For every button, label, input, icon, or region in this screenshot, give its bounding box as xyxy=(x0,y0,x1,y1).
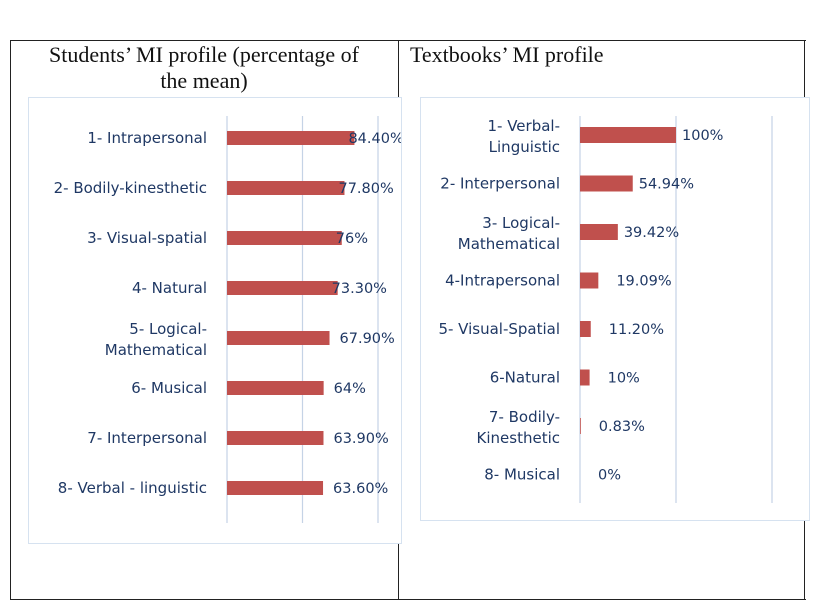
category-label: 7- Interpersonal xyxy=(87,429,207,447)
bar xyxy=(580,369,590,386)
category-label-line: 7- Bodily- xyxy=(489,408,560,426)
category-label: 8- Verbal - linguistic xyxy=(58,479,207,497)
bar xyxy=(227,381,324,395)
category-label-line: Kinesthetic xyxy=(477,429,560,447)
table-top-border xyxy=(10,40,806,41)
category-label-line: 4- Natural xyxy=(132,279,207,297)
data-label: 10% xyxy=(608,371,640,387)
category-label: 7- Bodily- Kinesthetic xyxy=(477,408,560,447)
category-label-line: 8- Musical xyxy=(484,466,560,484)
category-label-line: 3- Visual-spatial xyxy=(87,229,207,247)
students-chart-panel: 1- Intrapersonal 84.40% 2- Bodily-kinesthe… xyxy=(28,97,404,544)
bar xyxy=(580,175,633,192)
category-label: 5- Visual-Spatial xyxy=(438,320,560,338)
data-label: 0% xyxy=(598,468,621,484)
data-label: 84.40% xyxy=(348,131,401,147)
category-label: 4-Intrapersonal xyxy=(445,272,560,290)
data-label: 77.80% xyxy=(338,181,393,197)
data-label: 0.83% xyxy=(599,419,645,435)
students-mi-chart: 1- Intrapersonal 84.40% 2- Bodily-kinesthe… xyxy=(54,116,404,523)
bar xyxy=(227,181,345,195)
textbooks-chart-panel: 1- Verbal- Linguistic 100% 2- Interpersonal… xyxy=(420,97,810,521)
bar xyxy=(580,127,676,143)
right-column-title: Textbooks’ MI profile xyxy=(410,42,604,67)
category-label-line: 7- Interpersonal xyxy=(87,429,207,447)
category-label-line: Mathematical xyxy=(105,341,207,359)
data-label: 64% xyxy=(334,381,366,397)
category-label-line: 2- Bodily-kinesthetic xyxy=(54,179,207,197)
bar xyxy=(227,481,324,495)
data-label: 73.30% xyxy=(332,281,387,297)
category-label: 6-Natural xyxy=(490,369,560,387)
bar xyxy=(580,272,599,289)
bar xyxy=(580,321,591,337)
category-label: 4- Natural xyxy=(132,279,207,297)
category-label-line: 5- Logical- xyxy=(129,320,207,338)
bar xyxy=(580,418,581,434)
textbooks-mi-chart: 1- Verbal- Linguistic 100% 2- Interpersonal… xyxy=(438,116,773,503)
left-title-line-2: the mean) xyxy=(160,68,248,93)
category-label: 3- Visual-spatial xyxy=(87,229,207,247)
category-label-line: 1- Intrapersonal xyxy=(87,129,207,147)
data-label: 67.90% xyxy=(340,331,395,347)
category-label-line: Linguistic xyxy=(489,138,560,156)
category-label-line: 4-Intrapersonal xyxy=(445,272,560,290)
category-label: 5- Logical- Mathematical xyxy=(105,320,207,359)
category-label-line: Mathematical xyxy=(458,235,560,253)
category-label-line: 5- Visual-Spatial xyxy=(438,320,560,338)
category-label: 3- Logical- Mathematical xyxy=(458,214,560,253)
left-column-title: Students’ MI profile (percentage of the … xyxy=(12,42,396,94)
category-label: 2- Interpersonal xyxy=(440,175,560,193)
bar xyxy=(227,331,330,345)
category-label-line: 6- Musical xyxy=(131,379,207,397)
category-label: 1- Verbal- Linguistic xyxy=(487,117,560,156)
category-label: 1- Intrapersonal xyxy=(87,129,207,147)
table-bottom-border xyxy=(10,599,806,600)
bar xyxy=(227,431,324,445)
data-label: 54.94% xyxy=(639,177,694,193)
category-label-line: 3- Logical- xyxy=(482,214,560,232)
bar xyxy=(580,224,618,240)
data-label: 63.60% xyxy=(333,481,388,497)
table-left-border xyxy=(10,40,11,600)
data-label: 76% xyxy=(336,231,368,247)
category-label-line: 6-Natural xyxy=(490,369,560,387)
left-title-line-1: Students’ MI profile (percentage of xyxy=(49,42,359,67)
category-label: 2- Bodily-kinesthetic xyxy=(54,179,207,197)
data-label: 63.90% xyxy=(333,431,388,447)
category-label: 6- Musical xyxy=(131,379,207,397)
category-label-line: 8- Verbal - linguistic xyxy=(58,479,207,497)
category-label-line: 1- Verbal- xyxy=(487,117,560,135)
bar xyxy=(227,131,355,145)
data-label: 19.09% xyxy=(616,274,671,290)
data-label: 100% xyxy=(682,128,723,144)
bar xyxy=(227,231,342,245)
bar xyxy=(227,281,338,295)
data-label: 11.20% xyxy=(609,322,664,338)
category-label: 8- Musical xyxy=(484,466,560,484)
category-label-line: 2- Interpersonal xyxy=(440,175,560,193)
data-label: 39.42% xyxy=(624,225,679,241)
